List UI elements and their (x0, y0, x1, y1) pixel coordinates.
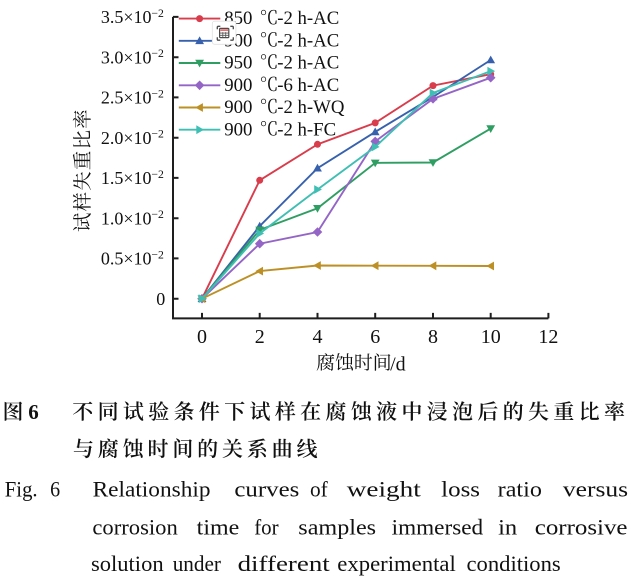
svg-text:−2: −2 (151, 248, 164, 261)
svg-text:different: different (238, 552, 330, 576)
svg-text:Relationship: Relationship (93, 477, 211, 501)
svg-text:−2: −2 (151, 208, 164, 221)
svg-text:900: 900 (224, 119, 252, 140)
svg-text:900: 900 (224, 75, 252, 96)
svg-text:-2 h-WQ: -2 h-WQ (277, 97, 345, 118)
svg-text:/d: /d (390, 353, 406, 375)
svg-text:corrosive: corrosive (535, 515, 628, 539)
svg-text:loss: loss (441, 477, 480, 501)
svg-text:12: 12 (538, 326, 558, 348)
svg-text:−2: −2 (151, 168, 164, 181)
svg-text:under: under (173, 552, 222, 576)
svg-text:6: 6 (28, 400, 39, 424)
svg-text:conditions: conditions (467, 552, 561, 576)
svg-text:for: for (254, 515, 279, 539)
svg-text:0.5×10: 0.5×10 (101, 249, 152, 269)
svg-text:corrosion: corrosion (92, 515, 178, 539)
svg-text:time: time (197, 515, 240, 539)
svg-text:-2 h-AC: -2 h-AC (277, 30, 339, 51)
svg-text:2.0×10: 2.0×10 (101, 128, 152, 148)
svg-text:Fig.: Fig. (5, 477, 38, 501)
svg-text:900: 900 (224, 97, 252, 118)
svg-text:8: 8 (428, 326, 438, 348)
svg-text:−2: −2 (151, 7, 164, 20)
svg-text:-2 h-FC: -2 h-FC (277, 119, 336, 140)
svg-text:3.5×10: 3.5×10 (101, 7, 152, 27)
svg-text:0: 0 (197, 326, 207, 348)
svg-text:experimental: experimental (337, 552, 456, 576)
svg-text:2: 2 (255, 326, 265, 348)
svg-text:−2: −2 (151, 128, 164, 141)
svg-text:immersed: immersed (392, 515, 484, 539)
svg-text:1.0×10: 1.0×10 (101, 208, 152, 228)
svg-text:of: of (310, 477, 329, 501)
svg-text:−2: −2 (151, 47, 164, 60)
svg-text:2.5×10: 2.5×10 (101, 88, 152, 108)
svg-text:weight: weight (347, 477, 421, 501)
svg-text:curves: curves (234, 477, 299, 501)
svg-text:-6 h-AC: -6 h-AC (277, 75, 339, 96)
svg-text:6: 6 (50, 477, 60, 501)
svg-text:4: 4 (313, 326, 323, 348)
svg-text:-2 h-AC: -2 h-AC (277, 8, 339, 29)
svg-text:in: in (498, 515, 517, 539)
svg-text:0: 0 (156, 289, 165, 309)
svg-text:samples: samples (298, 515, 376, 539)
svg-text:solution: solution (91, 552, 164, 576)
svg-text:6: 6 (370, 326, 380, 348)
svg-text:10: 10 (481, 326, 501, 348)
svg-text:−2: −2 (151, 87, 164, 100)
svg-text:-2 h-AC: -2 h-AC (277, 53, 339, 74)
svg-text:1.5×10: 1.5×10 (101, 168, 152, 188)
svg-text:3.0×10: 3.0×10 (101, 47, 152, 67)
svg-text:950: 950 (224, 53, 252, 74)
svg-text:versus: versus (563, 477, 628, 501)
svg-text:ratio: ratio (498, 477, 542, 501)
